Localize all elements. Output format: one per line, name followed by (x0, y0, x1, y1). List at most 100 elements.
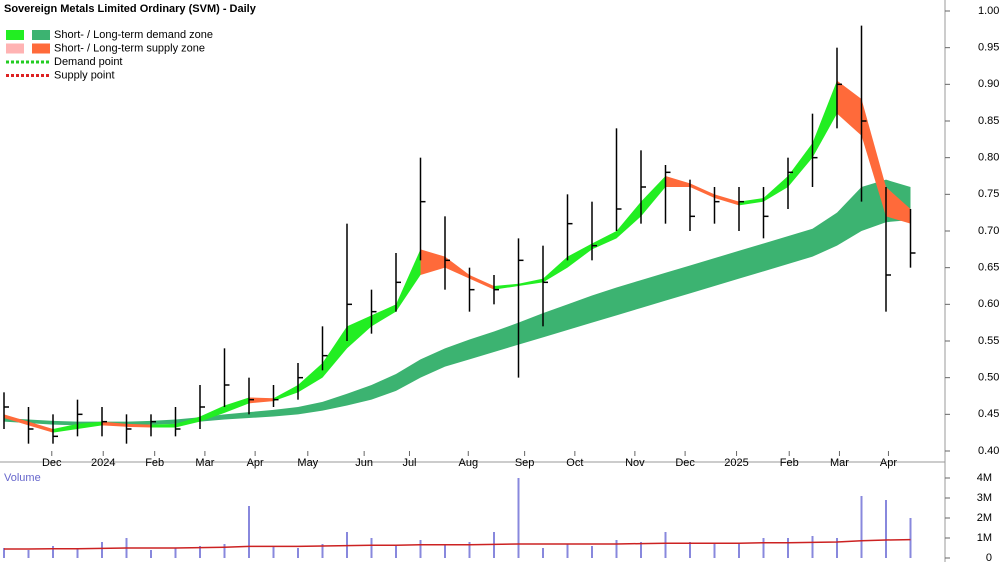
volume-bar (174, 548, 177, 558)
short-zone-segment (567, 243, 592, 268)
volume-bar (199, 546, 201, 558)
long-zone-segment (273, 407, 298, 417)
long-zone-segment (837, 187, 862, 246)
volume-bar (885, 500, 887, 558)
volume-bar (150, 550, 152, 558)
volume-bar (517, 478, 520, 558)
x-tick-label: Feb (145, 457, 164, 469)
y-tick-label: 0.70 (978, 225, 999, 237)
y-tick-label: 0.85 (978, 115, 999, 127)
long-zone-segment (28, 419, 53, 425)
volume-bar (738, 544, 740, 558)
volume-bar (566, 544, 569, 558)
long-zone-segment (347, 385, 372, 406)
x-tick-label: Aug (458, 457, 478, 469)
y-tick-label: 0.65 (978, 262, 999, 274)
x-tick-label: Sep (515, 457, 535, 469)
long-zone-segment (567, 295, 592, 330)
volume-bar (52, 546, 54, 558)
short-zone-segment (200, 405, 225, 422)
short-zone-segment (690, 183, 715, 198)
x-tick-label: Mar (830, 457, 849, 469)
volume-tick-label: 4M (977, 472, 992, 484)
short-zone-segment (543, 256, 568, 283)
volume-label: Volume (4, 472, 41, 484)
short-zone-segment (420, 249, 445, 275)
x-tick-label: Apr (247, 457, 264, 469)
legend-label: Supply point (54, 69, 115, 81)
x-tick-label: May (297, 457, 318, 469)
x-tick-label: Mar (195, 457, 214, 469)
volume-bar (787, 538, 789, 558)
y-tick-label: 0.40 (978, 445, 999, 457)
volume-bar (297, 548, 299, 558)
volume-bar (272, 546, 275, 558)
legend-swatch (32, 30, 50, 40)
volume-bar (836, 538, 838, 558)
legend-swatch (6, 30, 24, 40)
short-zone-segment (151, 423, 176, 428)
long-zone-segment (151, 419, 176, 425)
short-zone-segment (714, 194, 739, 206)
long-zone-segment (249, 409, 274, 418)
x-tick-label: Oct (566, 457, 583, 469)
short-zone-segment (445, 256, 470, 279)
short-zone-segment (739, 198, 764, 206)
long-zone-segment (665, 265, 690, 301)
volume-bar (248, 506, 250, 558)
x-tick-label: Apr (880, 457, 897, 469)
long-zone-segment (371, 374, 396, 400)
long-zone-segment (298, 401, 323, 415)
volume-bar (542, 548, 544, 558)
long-zone-segment (494, 322, 519, 352)
short-zone-segment (788, 143, 813, 187)
y-tick-label: 0.60 (978, 298, 999, 310)
short-zone-segment (886, 187, 911, 224)
volume-bar (713, 544, 716, 558)
volume-bar (370, 538, 373, 558)
volume-bar (101, 542, 103, 558)
volume-bar (811, 536, 814, 558)
y-tick-label: 0.50 (978, 372, 999, 384)
long-zone-segment (200, 414, 225, 422)
short-zone-segment (347, 315, 372, 349)
volume-tick-label: 0 (986, 552, 992, 562)
volume-bar (419, 540, 422, 558)
volume-bar (444, 544, 446, 558)
short-zone-segment (616, 201, 641, 239)
volume-bar (664, 532, 667, 558)
short-zone-segment (469, 275, 494, 290)
long-zone-segment (518, 313, 543, 345)
x-tick-label: Feb (780, 457, 799, 469)
legend-label: Short- / Long-term supply zone (54, 42, 205, 54)
long-zone-segment (592, 287, 617, 323)
y-tick-label: 1.00 (978, 5, 999, 17)
long-zone-segment (616, 280, 641, 316)
volume-tick-label: 1M (977, 532, 992, 544)
long-zone-segment (641, 272, 666, 308)
long-zone-segment (714, 250, 739, 286)
long-zone-segment (224, 412, 249, 420)
volume-bar (762, 538, 765, 558)
volume-bar (395, 546, 397, 558)
volume-tick-label: 3M (977, 492, 992, 504)
short-zone-segment (77, 421, 102, 429)
legend-label: Demand point (54, 56, 123, 68)
y-tick-label: 0.80 (978, 152, 999, 164)
volume-bar (468, 542, 471, 558)
volume-bar (909, 518, 912, 558)
volume-bar (640, 542, 642, 558)
x-tick-label: Nov (625, 457, 645, 469)
short-zone-segment (273, 385, 298, 402)
short-zone-segment (53, 423, 78, 433)
short-zone-segment (592, 231, 617, 250)
long-zone-segment (53, 420, 78, 426)
short-zone-segment (665, 176, 690, 187)
chart-title: Sovereign Metals Limited Ordinary (SVM) … (4, 3, 257, 15)
short-zone-segment (322, 326, 347, 378)
long-zone-segment (420, 348, 445, 378)
long-zone-segment (396, 359, 421, 391)
x-tick-label: Jul (402, 457, 416, 469)
